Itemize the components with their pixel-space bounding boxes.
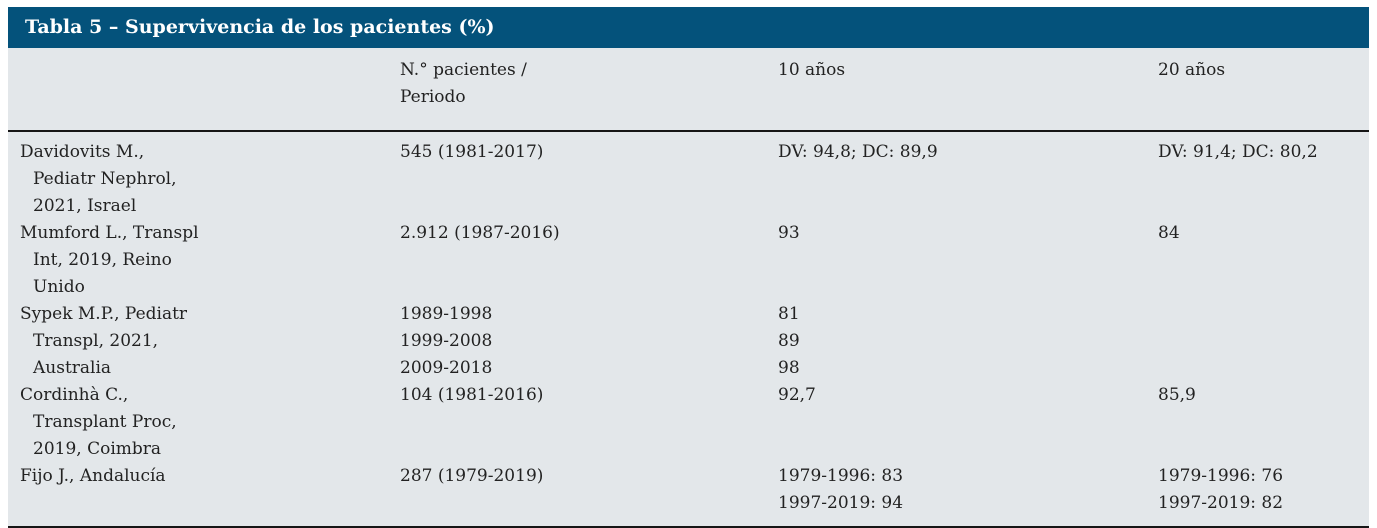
survival-10y-value: 92,7 — [778, 385, 816, 405]
header-20-years-label: 20 años — [1158, 60, 1226, 80]
survival-20y-cell — [1158, 301, 1369, 302]
table-row: Cordinhà C., Transplant Proc, 2019, Coim… — [8, 382, 1369, 463]
study-line: Unido — [33, 277, 85, 297]
survival-10y-cell: DV: 94,8; DC: 89,9 — [778, 139, 1158, 166]
table-data-area: Davidovits M., Pediatr Nephrol, 2021, Is… — [8, 132, 1369, 528]
table-row: Sypek M.P., Pediatr Transpl, 2021, Austr… — [8, 301, 1369, 382]
survival-20y-cell: 84 — [1158, 220, 1369, 247]
survival-10y-value: 93 — [778, 223, 800, 243]
table-title-bar: Tabla 5 – Supervivencia de los pacientes… — [8, 7, 1369, 48]
header-study — [20, 57, 400, 58]
survival-20y-cell: 85,9 — [1158, 382, 1369, 409]
survival-10y-value: 89 — [778, 331, 800, 351]
study-cell: Cordinhà C., Transplant Proc, 2019, Coim… — [20, 382, 400, 463]
survival-10y-value: 81 — [778, 304, 800, 324]
n-period-value: 104 (1981-2016) — [400, 385, 544, 405]
study-line: Davidovits M., — [20, 142, 145, 162]
n-period-value: 2.912 (1987-2016) — [400, 223, 560, 243]
header-10-years: 10 años — [778, 57, 1158, 84]
header-n-period-line1: N.° pacientes / — [400, 60, 527, 80]
study-line: Mumford L., Transpl — [20, 223, 199, 243]
table-figure: Tabla 5 – Supervivencia de los pacientes… — [8, 7, 1369, 528]
survival-20y-value: 84 — [1158, 223, 1180, 243]
survival-20y-value: 1997-2019: 82 — [1158, 493, 1284, 513]
study-line: Int, 2019, Reino — [33, 250, 172, 270]
n-period-cell: 1989-1998 1999-2008 2009-2018 — [400, 301, 778, 382]
header-n-period: N.° pacientes / Periodo — [400, 57, 778, 111]
table-row: Davidovits M., Pediatr Nephrol, 2021, Is… — [8, 139, 1369, 220]
study-cell: Sypek M.P., Pediatr Transpl, 2021, Austr… — [20, 301, 400, 382]
survival-20y-cell: DV: 91,4; DC: 80,2 — [1158, 139, 1369, 166]
table-row: Mumford L., Transpl Int, 2019, Reino Uni… — [8, 220, 1369, 301]
survival-10y-value: DV: 94,8; DC: 89,9 — [778, 142, 938, 162]
survival-10y-value: 1979-1996: 83 — [778, 466, 904, 486]
n-period-value: 287 (1979-2019) — [400, 466, 544, 486]
n-period-value: 545 (1981-2017) — [400, 142, 544, 162]
study-line: Cordinhà C., — [20, 385, 129, 405]
study-line: Transpl, 2021, — [33, 331, 159, 351]
header-10-years-label: 10 años — [778, 60, 846, 80]
survival-20y-cell: 1979-1996: 76 1997-2019: 82 — [1158, 463, 1369, 517]
survival-10y-value: 1997-2019: 94 — [778, 493, 904, 513]
survival-20y-value: DV: 91,4; DC: 80,2 — [1158, 142, 1318, 162]
header-n-period-line2: Periodo — [400, 87, 466, 107]
n-period-cell: 104 (1981-2016) — [400, 382, 778, 409]
survival-10y-value: 98 — [778, 358, 800, 378]
n-period-value: 2009-2018 — [400, 358, 493, 378]
column-header-row: N.° pacientes / Periodo 10 años 20 años — [8, 48, 1369, 132]
header-20-years: 20 años — [1158, 57, 1369, 84]
study-line: Pediatr Nephrol, — [33, 169, 177, 189]
survival-20y-value: 85,9 — [1158, 385, 1196, 405]
study-line: Transplant Proc, — [33, 412, 177, 432]
n-period-cell: 287 (1979-2019) — [400, 463, 778, 490]
study-line: Australia — [33, 358, 112, 378]
study-line: Sypek M.P., Pediatr — [20, 304, 188, 324]
study-cell: Davidovits M., Pediatr Nephrol, 2021, Is… — [20, 139, 400, 220]
table-body: N.° pacientes / Periodo 10 años 20 años … — [8, 48, 1369, 528]
study-line: 2021, Israel — [33, 196, 137, 216]
n-period-value: 1989-1998 — [400, 304, 493, 324]
survival-10y-cell: 81 89 98 — [778, 301, 1158, 382]
study-line: 2019, Coimbra — [33, 439, 162, 459]
study-line: Fijo J., Andalucía — [20, 466, 166, 486]
n-period-cell: 545 (1981-2017) — [400, 139, 778, 166]
study-cell: Fijo J., Andalucía — [20, 463, 400, 490]
n-period-cell: 2.912 (1987-2016) — [400, 220, 778, 247]
table-title: Tabla 5 – Supervivencia de los pacientes… — [25, 16, 495, 38]
table-row: Fijo J., Andalucía 287 (1979-2019) 1979-… — [8, 463, 1369, 517]
n-period-value: 1999-2008 — [400, 331, 493, 351]
survival-20y-value: 1979-1996: 76 — [1158, 466, 1284, 486]
survival-10y-cell: 1979-1996: 83 1997-2019: 94 — [778, 463, 1158, 517]
survival-10y-cell: 93 — [778, 220, 1158, 247]
survival-10y-cell: 92,7 — [778, 382, 1158, 409]
study-cell: Mumford L., Transpl Int, 2019, Reino Uni… — [20, 220, 400, 301]
